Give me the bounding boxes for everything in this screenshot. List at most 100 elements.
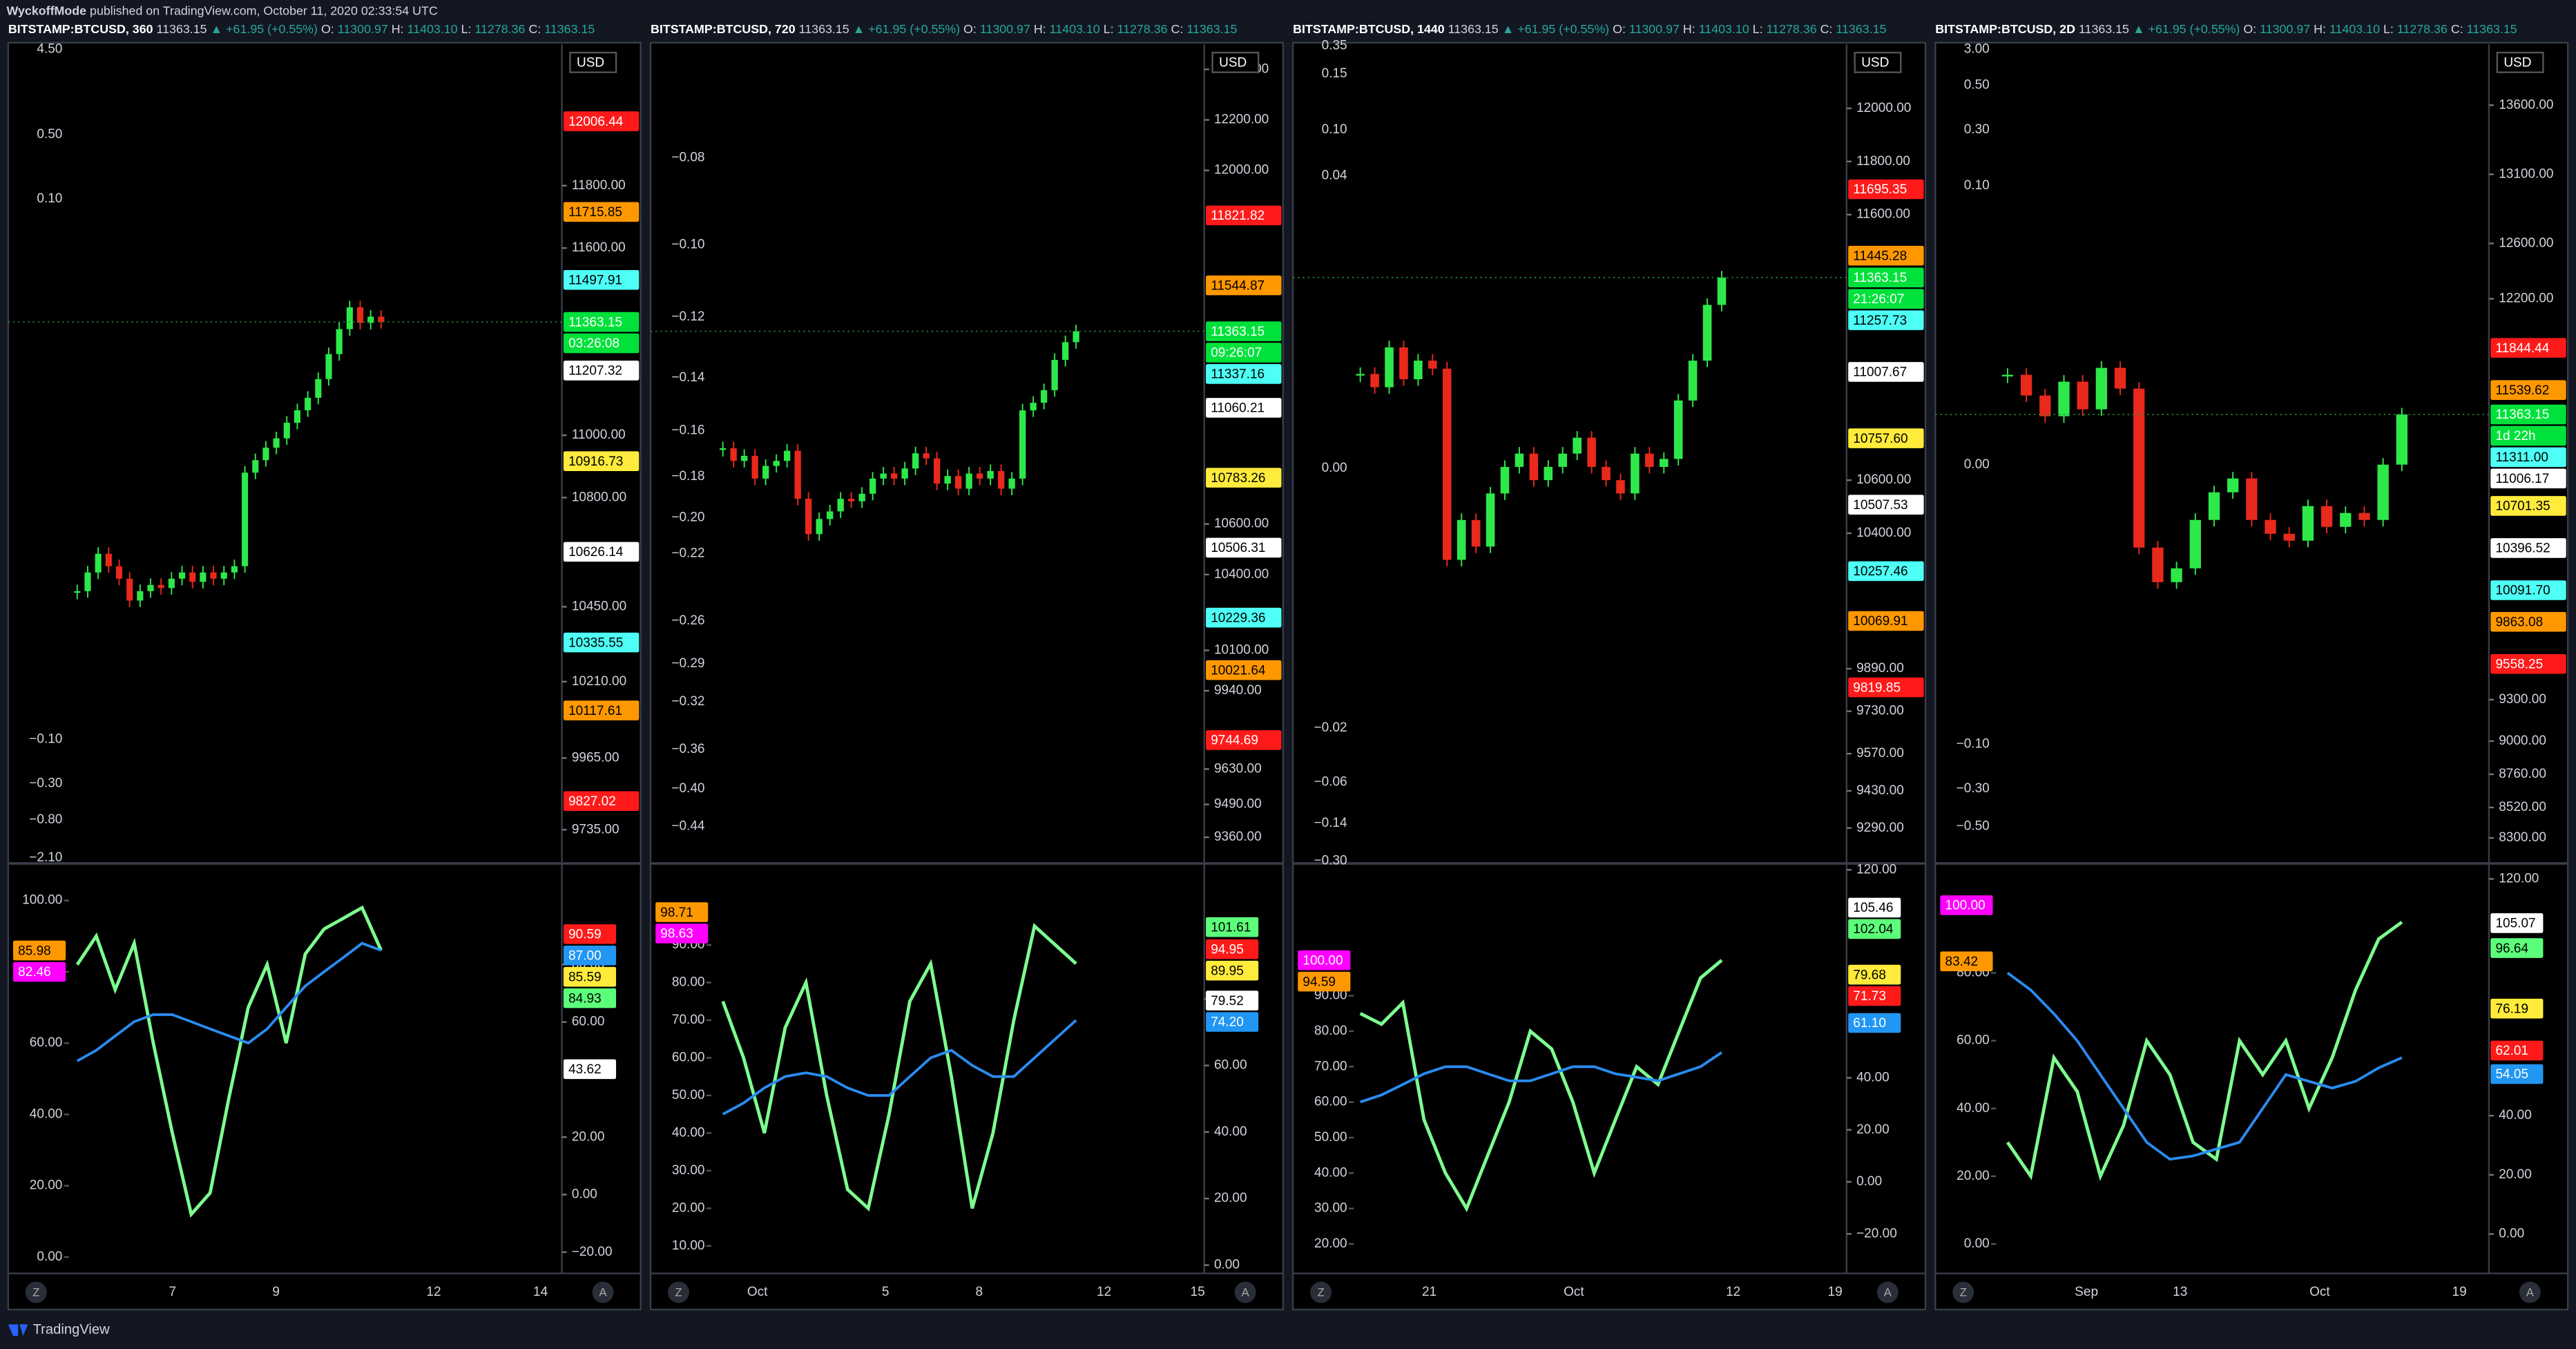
- candle: [74, 591, 81, 593]
- candle: [2171, 568, 2182, 582]
- price-tick-label: 9890.00: [1856, 661, 1904, 676]
- candle: [305, 397, 311, 410]
- price-badge: [1206, 364, 1282, 384]
- candle: [837, 499, 844, 512]
- candle: [84, 572, 91, 591]
- osc-right-tick-label: −20.00: [572, 1245, 613, 1259]
- ohlc-value: 11363.15: [1186, 22, 1237, 36]
- osc-badge-label: 94.95: [1211, 942, 1244, 957]
- osc-left-tick-label: 90.00: [1314, 988, 1347, 1003]
- osc-badge: [2490, 998, 2544, 1019]
- price-badge: [2490, 404, 2566, 425]
- price-badge: [1206, 537, 1282, 558]
- osc-right-tick-label: 120.00: [1856, 862, 1896, 877]
- candle: [2358, 513, 2370, 520]
- price-badge: [563, 451, 640, 471]
- left-scale-label: −0.30: [1314, 854, 1347, 868]
- left-scale-label: −0.08: [671, 150, 704, 164]
- price-badge: [1848, 677, 1924, 698]
- price-badge-label: 11006.17: [2495, 472, 2549, 486]
- osc-badge-label: 85.98: [18, 944, 51, 958]
- ohlc-key: O:: [963, 22, 977, 36]
- osc-right-tick-label: 40.00: [1214, 1125, 1247, 1139]
- candle: [2377, 464, 2389, 520]
- osc-badge-label: 105.07: [2495, 917, 2535, 931]
- osc-badge: [1848, 1013, 1901, 1033]
- price-tick-label: 9000.00: [2499, 734, 2546, 748]
- ohlc-value: 11363.15: [1836, 22, 1886, 36]
- currency: USD: [1219, 56, 1247, 70]
- osc-left-tick-label: 20.00: [1314, 1236, 1347, 1251]
- candle: [2320, 506, 2333, 527]
- candle: [1030, 403, 1037, 411]
- candle: [1040, 390, 1048, 403]
- price-badge: [563, 312, 640, 332]
- time-label: 15: [1191, 1285, 1205, 1299]
- price-tick-label: 11600.00: [1856, 207, 1910, 222]
- price-badge: [1206, 468, 1282, 488]
- symbol-header: BITSTAMP:BTCUSD, 1440 11363.15 ▲ +61.95 …: [1293, 22, 1886, 36]
- price-badge: [2490, 611, 2566, 632]
- candle: [1061, 342, 1069, 360]
- axis-button-label: Z: [32, 1286, 39, 1299]
- osc-badge: [2490, 938, 2544, 958]
- price-badge-label: 11363.15: [2495, 408, 2549, 422]
- time-label: Oct: [1564, 1285, 1584, 1299]
- price-tick-label: 9360.00: [1214, 830, 1262, 844]
- candle: [805, 499, 812, 535]
- ohlc-key: L:: [1104, 22, 1114, 36]
- candle: [730, 448, 737, 461]
- osc-badge: [1206, 917, 1259, 937]
- ohlc-value: 11403.10: [1699, 22, 1749, 36]
- candle: [137, 591, 144, 601]
- left-scale-label: −0.30: [29, 776, 62, 791]
- time-label: Oct: [747, 1285, 768, 1299]
- candle: [2283, 533, 2295, 541]
- candle: [1602, 466, 1611, 481]
- candle: [912, 453, 919, 469]
- candle: [2189, 519, 2201, 568]
- candle: [1414, 361, 1423, 380]
- candle: [1008, 478, 1015, 489]
- ohlc-value: 11403.10: [407, 22, 458, 36]
- panel-frame: [649, 41, 1285, 1311]
- ohlc-value: 11300.97: [980, 22, 1030, 36]
- candle: [147, 584, 154, 591]
- osc-left-tick-label: 20.00: [1957, 1169, 1990, 1183]
- osc-line: [75, 905, 383, 1218]
- ohlc-value: 11278.36: [474, 22, 525, 36]
- osc-left-tick-label: 70.00: [1314, 1059, 1347, 1073]
- price-tick-label: 10210.00: [572, 674, 626, 689]
- candle: [294, 410, 301, 423]
- left-scale-label: −0.32: [671, 694, 704, 709]
- left-scale-label: −0.02: [1314, 720, 1347, 735]
- price-tick-label: 12200.00: [1214, 113, 1269, 127]
- osc-left-tick-label: 40.00: [672, 1125, 705, 1140]
- price-badge-label: 11539.62: [2495, 383, 2549, 398]
- candle: [126, 578, 133, 601]
- left-scale-label: 0.50: [1964, 78, 1990, 93]
- candle: [944, 476, 951, 484]
- time-label: 21: [1422, 1285, 1436, 1299]
- osc-badge-label: 100.00: [1303, 953, 1343, 968]
- price-badge: [1206, 398, 1282, 418]
- price-badge-label: 11257.73: [1853, 314, 1907, 328]
- candle: [934, 458, 941, 484]
- left-scale-label: 0.30: [1964, 122, 1990, 137]
- symbol-header: BITSTAMP:BTCUSD, 360 11363.15 ▲ +61.95 (…: [8, 22, 595, 36]
- price-tick-label: 9735.00: [572, 822, 619, 836]
- candle: [1500, 466, 1510, 494]
- ohlc-value: 11403.10: [1050, 22, 1100, 36]
- left-scale-label: 0.10: [1322, 122, 1347, 137]
- candle: [784, 450, 791, 461]
- osc-badge-label: 101.61: [1211, 920, 1251, 935]
- candle: [2265, 519, 2276, 534]
- candle: [252, 460, 259, 473]
- candle: [157, 584, 164, 589]
- osc-left-tick-label: 0.00: [1964, 1236, 1990, 1251]
- price-badge-label: 11363.15: [1853, 271, 1907, 285]
- left-scale-label: −2.10: [29, 850, 62, 865]
- osc-left-tick-label: 60.00: [1314, 1095, 1347, 1109]
- ohlc-key: O:: [321, 22, 334, 36]
- left-scale-label: −0.12: [671, 309, 704, 324]
